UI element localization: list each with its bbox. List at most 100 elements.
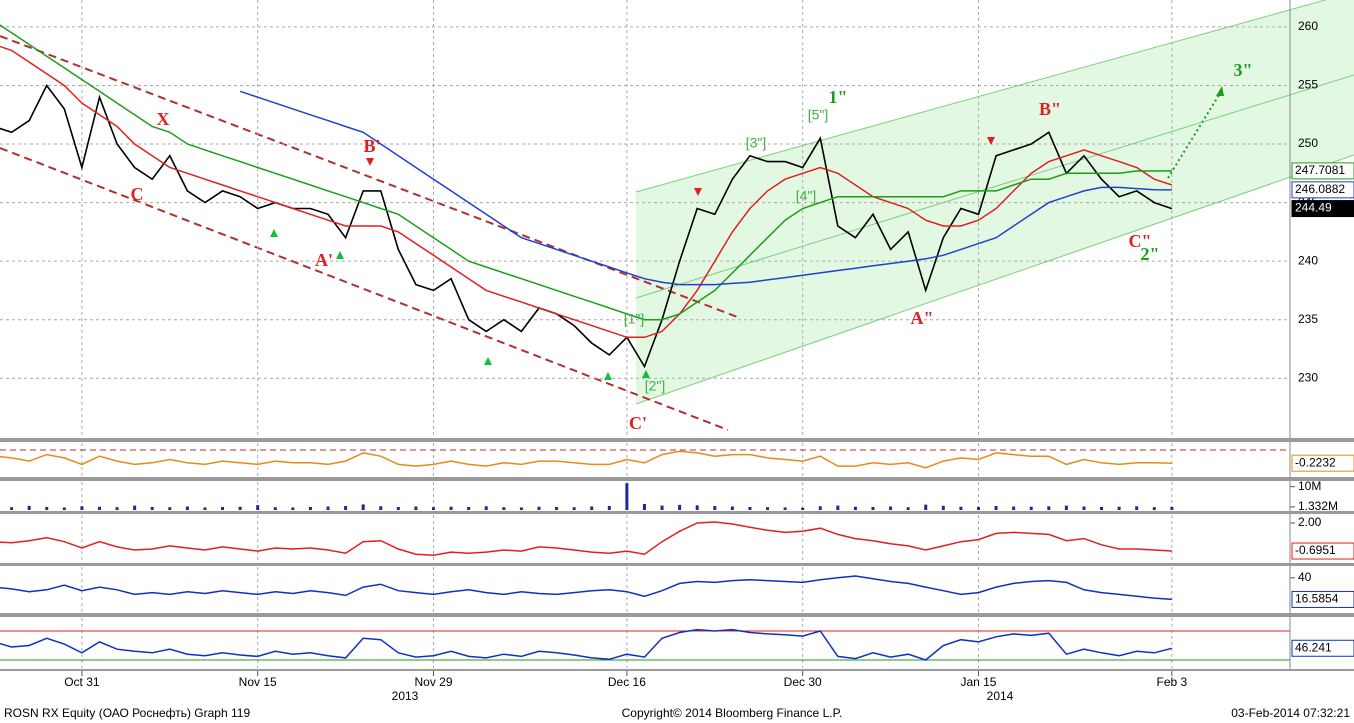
y-tick-label: 10M [1298, 479, 1321, 493]
series-line [0, 83, 1173, 369]
bar [168, 507, 172, 510]
y-tick-label: 1.332M [1298, 499, 1338, 513]
value-tag [1291, 542, 1354, 560]
trend-line [0, 35, 741, 319]
bar [1064, 505, 1068, 510]
bar [607, 506, 611, 510]
bar [256, 505, 260, 510]
series-line [0, 575, 1172, 601]
footer-left: ROSN RX Equity (ОАО Роснефть) Graph 119 [4, 706, 250, 720]
wave-label: [3"] [746, 135, 767, 151]
bar [748, 506, 752, 510]
bar [713, 506, 717, 510]
bar [678, 504, 682, 510]
bar [80, 506, 84, 510]
bar [115, 507, 119, 510]
series-line [0, 628, 1173, 661]
bar [379, 506, 383, 510]
x-tick-label: Oct 31 [64, 675, 100, 689]
bar [941, 505, 945, 510]
bar [871, 506, 875, 510]
wave-label: A" [911, 308, 934, 328]
wave-label: A' [315, 250, 333, 270]
channel-fill [636, 0, 1354, 404]
footer-right: 03-Feb-2014 07:32:21 [1231, 706, 1350, 720]
bar [291, 507, 295, 510]
value-tag [1291, 200, 1354, 218]
wave-label: [2"] [645, 378, 666, 394]
bar [1100, 506, 1104, 510]
wave-label: C" [1129, 231, 1152, 251]
bar [484, 506, 488, 510]
bar [906, 507, 910, 510]
value-tag-label: -0.2232 [1295, 455, 1336, 469]
value-tag-label: 46.241 [1295, 640, 1332, 654]
bar [1012, 506, 1016, 510]
value-tag [1291, 590, 1354, 608]
wave-label: [1"] [624, 311, 645, 327]
value-tag-label: -0.6951 [1295, 543, 1336, 557]
channel-line [635, 154, 1354, 405]
year-label: 2014 [987, 689, 1014, 703]
bar [414, 506, 418, 510]
bar [449, 506, 453, 510]
value-tag-label: 247.7081 [1295, 163, 1345, 177]
bar [625, 483, 629, 510]
bar [836, 505, 840, 510]
bar [273, 507, 277, 510]
y-tick-label: 240 [1298, 253, 1318, 267]
bar [590, 506, 594, 510]
y-tick-label: 250 [1298, 136, 1318, 150]
series-line [0, 521, 1172, 556]
x-tick-label: Nov 29 [414, 675, 452, 689]
bar [97, 506, 101, 510]
bar [766, 507, 770, 510]
bar [185, 506, 189, 510]
series-line [0, 450, 1172, 469]
signal-markers [270, 229, 650, 380]
bar [976, 506, 980, 510]
bar [467, 506, 471, 510]
bar [660, 505, 664, 510]
y-tick-label: 230 [1298, 370, 1318, 384]
x-tick-label: Feb 3 [1157, 675, 1188, 689]
bar [924, 504, 928, 510]
bar [62, 507, 66, 510]
bar [308, 506, 312, 510]
bar [1152, 507, 1156, 510]
bar [361, 504, 365, 510]
bar [1117, 506, 1121, 510]
bar [1029, 506, 1033, 510]
bar [238, 506, 242, 510]
bar [783, 507, 787, 510]
bar [150, 506, 154, 510]
bar [818, 506, 822, 510]
value-tag [1291, 181, 1354, 199]
footer-center: Copyright© 2014 Bloomberg Finance L.P. [622, 706, 843, 720]
bar [1135, 506, 1139, 510]
bar [396, 506, 400, 510]
y-tick-label: 2.00 [1298, 515, 1322, 529]
bar [203, 507, 207, 510]
wave-label: 1" [829, 87, 848, 107]
x-tick-label: Jan 15 [960, 675, 996, 689]
arrow-head [1216, 86, 1224, 96]
bar [432, 507, 435, 510]
bar [1047, 506, 1051, 510]
bar [994, 506, 998, 510]
value-tag [1291, 454, 1354, 472]
y-tick-label: 235 [1298, 312, 1318, 326]
bar [221, 506, 225, 510]
value-tag-label: 244.49 [1295, 201, 1332, 215]
channel-line [635, 0, 1328, 193]
value-tag-label: 246.0882 [1295, 182, 1345, 196]
bar [344, 506, 348, 510]
x-tick-label: Dec 16 [608, 675, 646, 689]
bar [730, 506, 734, 510]
wave-label: 2" [1141, 244, 1160, 264]
wave-label: [4"] [796, 188, 817, 204]
wave-label: C' [629, 413, 647, 433]
bar [45, 506, 49, 510]
bar [537, 506, 541, 510]
